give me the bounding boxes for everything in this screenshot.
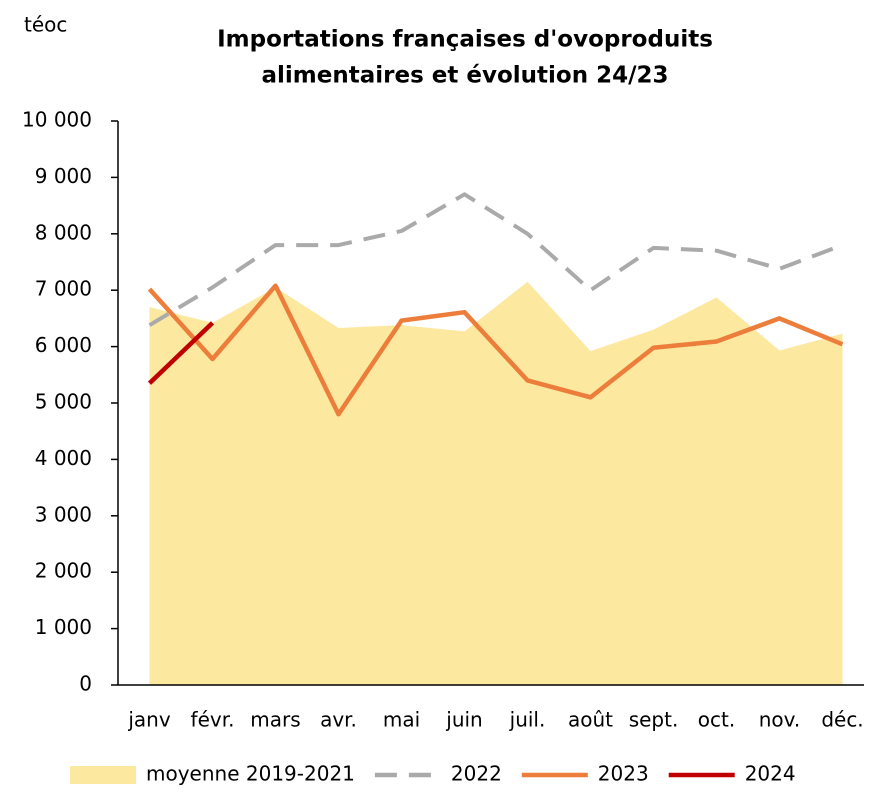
line [148,192,844,327]
y-tick-label: 10 000 [22,108,92,132]
chart-title: Importations françaises d'ovoproduits [217,27,713,53]
x-tick-label: nov. [759,708,801,732]
legend-label: 2023 [598,762,649,786]
x-tick-label: juil. [509,708,546,732]
y-tick-label: 9 000 [35,164,92,188]
area [149,281,843,685]
chart-title: alimentaires et évolution 24/23 [262,63,669,89]
y-tick-label: 7 000 [35,277,92,301]
y-tick-label: 4 000 [35,446,92,470]
x-tick-label: oct. [698,708,735,732]
x-tick-label: mars [250,708,300,732]
x-tick-label: déc. [821,708,863,732]
legend-label: 2024 [745,762,796,786]
y-tick-label: 0 [79,672,92,696]
x-tick-label: juin [445,708,482,732]
y-tick-label: 6 000 [35,333,92,357]
line [147,321,215,385]
x-tick-label: janv [127,708,170,732]
legend-label: 2022 [451,762,502,786]
x-tick-label: août [568,708,613,732]
y-tick-label: 3 000 [35,502,92,526]
x-tick-label: mai [383,708,420,732]
x-tick-label: févr. [191,708,235,732]
y-tick-label: 2 000 [35,559,92,583]
x-tick-label: avr. [320,708,357,732]
y-tick-label: 1 000 [35,615,92,639]
y-tick-label: 5 000 [35,390,92,414]
y-tick-label: 8 000 [35,220,92,244]
legend-label: moyenne 2019-2021 [146,762,355,786]
x-tick-label: sept. [629,708,679,732]
y-axis-label: téoc [24,13,67,37]
line [147,283,844,417]
legend-swatch [70,766,136,784]
